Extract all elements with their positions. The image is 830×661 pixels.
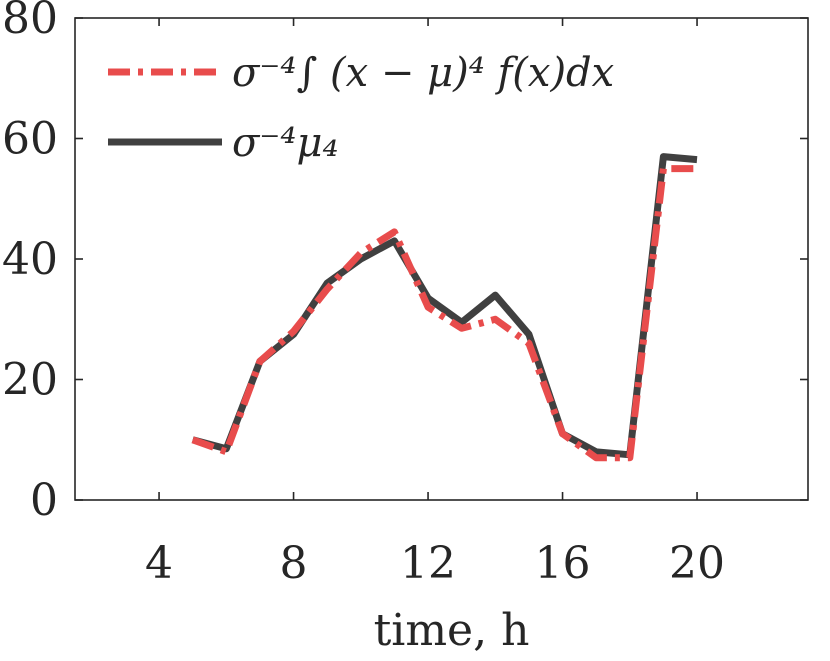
x-tick-label: 16 bbox=[535, 538, 591, 589]
x-tick-label: 20 bbox=[669, 538, 725, 589]
y-tick-label: 0 bbox=[30, 475, 58, 526]
legend-label-integral: σ⁻⁴∫ (x − μ)⁴ f(x)dx bbox=[232, 50, 614, 96]
y-tick-label: 60 bbox=[2, 114, 58, 165]
series-layer bbox=[191, 153, 698, 462]
series-mu4-line bbox=[191, 153, 698, 459]
x-tick-label: 12 bbox=[400, 538, 456, 589]
x-tick-label: 4 bbox=[145, 538, 173, 589]
y-tick-label: 40 bbox=[2, 234, 58, 285]
x-tick-label: 8 bbox=[280, 538, 308, 589]
legend: σ⁻⁴∫ (x − μ)⁴ f(x)dx σ⁻⁴μ₄ bbox=[108, 50, 614, 166]
y-tick-label: 20 bbox=[2, 355, 58, 406]
x-axis-label: time, h bbox=[374, 605, 530, 656]
legend-label-mu4: σ⁻⁴μ₄ bbox=[232, 120, 338, 166]
axes bbox=[74, 17, 809, 501]
y-tick-label: 80 bbox=[2, 0, 58, 44]
tick-labels: 4 8 12 16 20 0 20 40 60 80 bbox=[2, 0, 725, 589]
